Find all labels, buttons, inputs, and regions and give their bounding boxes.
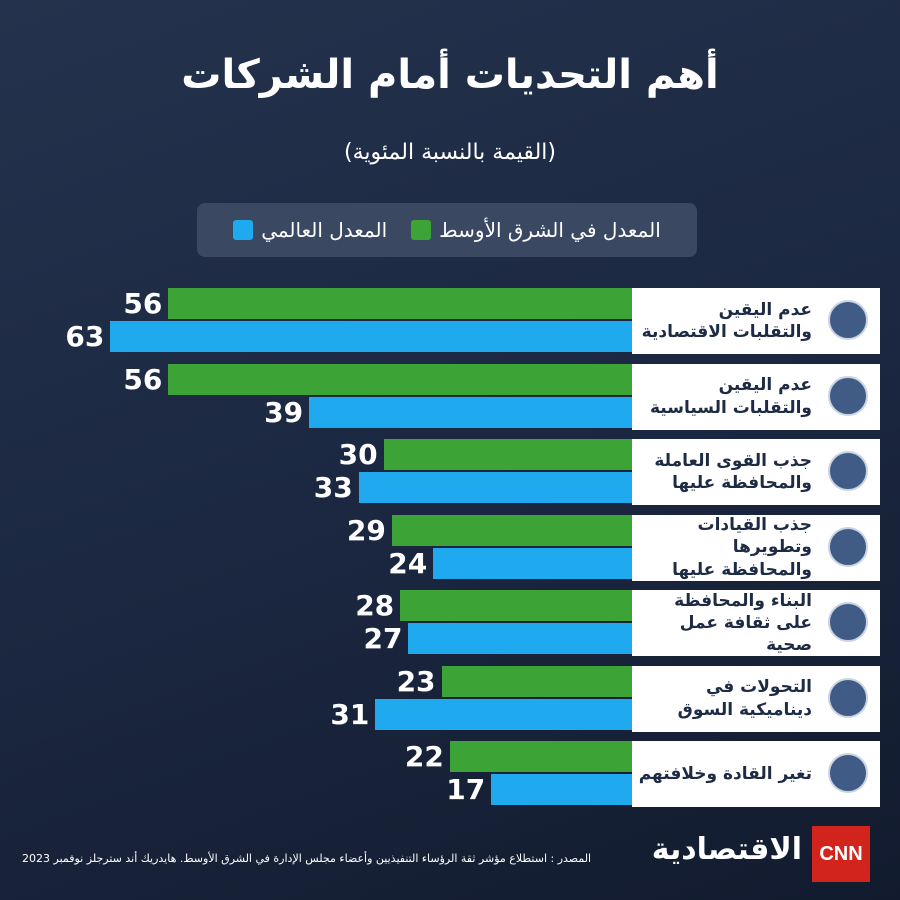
- value-label: 22: [404, 740, 444, 773]
- bar: [168, 288, 632, 319]
- chart-title: أهم التحديات أمام الشركات: [181, 52, 719, 98]
- value-label: 63: [65, 320, 105, 353]
- bar: [391, 514, 632, 546]
- category-label: جذب القوى العاملة والمحافظة عليها: [654, 450, 812, 493]
- bar: [375, 698, 632, 730]
- source-note: المصدر : استطلاع مؤشر ثقة الرؤساء التنفي…: [22, 852, 592, 865]
- value-label: 56: [123, 287, 163, 320]
- category-label: جذب القيادات وتطويرها والمحافظة عليها: [672, 515, 812, 580]
- value-label: 30: [338, 438, 378, 471]
- bar: [491, 774, 632, 805]
- value-label: 31: [330, 697, 370, 731]
- category-box: البناء والمحافظة على ثقافة عمل صحية: [632, 590, 880, 656]
- value-label: 24: [388, 546, 428, 580]
- value-label: 33: [313, 471, 353, 504]
- legend-swatch: [411, 220, 432, 240]
- legend-label: المعدل العالمي: [261, 218, 388, 242]
- category-box: عدم اليقين والتقلبات الاقتصادية: [632, 288, 880, 354]
- bar: [358, 472, 632, 503]
- bar: [110, 321, 632, 352]
- bar: [441, 665, 632, 697]
- category-label: التحولات في ديناميكية السوق: [677, 677, 812, 720]
- bar: [400, 590, 632, 621]
- bar: [168, 363, 632, 395]
- chart-subtitle: (القيمة بالنسبة المئوية): [344, 140, 556, 165]
- legend-item: المعدل العالمي: [233, 218, 387, 242]
- category-icon: [828, 526, 868, 567]
- category-box: جذب القيادات وتطويرها والمحافظة عليها: [632, 514, 880, 581]
- legend: المعدل في الشرق الأوسط المعدل العالمي: [197, 203, 697, 257]
- category-icon: [828, 451, 868, 491]
- value-label: 27: [363, 622, 403, 655]
- category-box: عدم اليقين والتقلبات السياسية: [632, 363, 880, 430]
- category-icon: [828, 300, 868, 340]
- category-box: تغير القادة وخلافتهم: [632, 741, 880, 807]
- value-label: 29: [346, 513, 386, 547]
- legend-swatch: [233, 220, 254, 240]
- value-label: 39: [264, 395, 304, 429]
- category-label: عدم اليقين والتقلبات السياسية: [649, 375, 812, 418]
- value-label: 28: [355, 589, 395, 622]
- legend-label: المعدل في الشرق الأوسط: [439, 218, 661, 242]
- category-label: عدم اليقين والتقلبات الاقتصادية: [641, 299, 812, 342]
- value-label: 56: [123, 362, 163, 396]
- bar: [408, 623, 632, 654]
- category-label: البناء والمحافظة على ثقافة عمل صحية: [674, 590, 812, 656]
- category-icon: [828, 677, 868, 718]
- category-box: جذب القوى العاملة والمحافظة عليها: [632, 439, 880, 505]
- category-label: تغير القادة وخلافتهم: [638, 763, 812, 784]
- value-label: 17: [446, 773, 486, 806]
- legend-item: المعدل في الشرق الأوسط: [411, 218, 661, 242]
- bar: [309, 396, 632, 428]
- category-icon: [828, 753, 868, 793]
- bar: [433, 547, 632, 579]
- category-icon: [828, 375, 868, 416]
- category-box: التحولات في ديناميكية السوق: [632, 665, 880, 732]
- bar: [383, 439, 632, 470]
- bar: [449, 741, 632, 772]
- value-label: 23: [396, 664, 436, 698]
- logo-text: الاقتصادية: [651, 832, 802, 867]
- brand-logo: CNN: [812, 826, 870, 882]
- category-icon: [828, 602, 868, 642]
